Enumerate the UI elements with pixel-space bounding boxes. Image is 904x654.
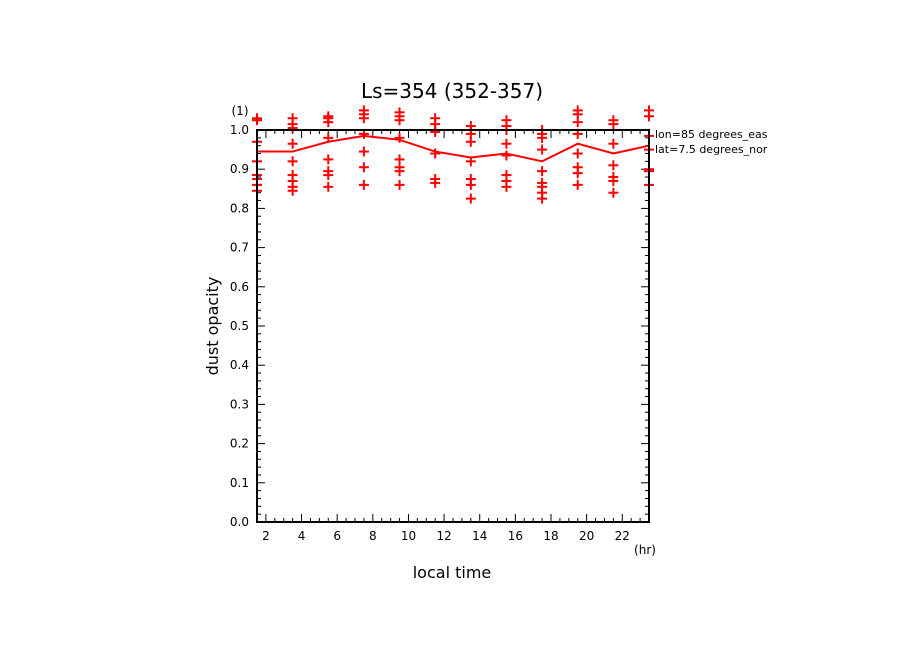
axis-ticks: 0.0 0.1 0.2 0.3 0.4 0.5 0.6 0.7 0.8 0.9 1.0 2 4 6 8 10 1… — [230, 123, 650, 543]
data-point-plus — [358, 162, 369, 173]
data-point-plus — [501, 181, 512, 192]
y-axis-label: dust opacity — [203, 277, 222, 376]
x-tick-label: 16 — [508, 529, 523, 543]
data-point-plus — [465, 193, 476, 204]
data-point-plus — [537, 193, 548, 204]
x-tick-label: 2 — [262, 529, 270, 543]
y-tick-label: 0.0 — [230, 515, 249, 529]
y-tick-label: 0.8 — [230, 201, 249, 215]
x-tick-label: 8 — [369, 529, 377, 543]
y-tick-label: 0.4 — [230, 358, 249, 372]
x-tick-label: 14 — [472, 529, 487, 543]
data-point-plus — [323, 154, 334, 165]
data-point-plus — [358, 146, 369, 157]
y-tick-label: 0.1 — [230, 476, 249, 490]
x-tick-label: 6 — [333, 529, 341, 543]
x-tick-label: 12 — [436, 529, 451, 543]
y-tick-label: 0.3 — [230, 397, 249, 411]
x-unit-label: (hr) — [634, 543, 656, 557]
data-point-plus — [287, 185, 298, 196]
data-point-plus — [608, 119, 619, 130]
data-point-plus — [608, 160, 619, 171]
plot-marks — [252, 105, 654, 204]
annotation-lat: lat=7.5 degrees_nor — [655, 143, 768, 156]
y-tick-label: 0.2 — [230, 437, 249, 451]
data-point-plus — [572, 168, 583, 179]
data-point-plus — [394, 179, 405, 190]
data-point-plus — [465, 156, 476, 167]
data-point-plus — [430, 177, 441, 188]
y-tick-label: 0.5 — [230, 319, 249, 333]
data-point-plus — [394, 166, 405, 177]
y-tick-label: 1.0 — [230, 123, 249, 137]
data-point-plus — [287, 156, 298, 167]
data-point-plus — [323, 132, 334, 143]
data-point-plus — [608, 175, 619, 186]
x-tick-label: 20 — [579, 529, 594, 543]
y-unit-label: (1) — [232, 104, 249, 118]
x-tick-label: 18 — [543, 529, 558, 543]
mean-opacity-line — [257, 134, 650, 163]
data-point-plus — [358, 179, 369, 190]
data-point-plus — [323, 170, 334, 181]
data-point-plus — [323, 117, 334, 128]
x-tick-label: 4 — [298, 529, 306, 543]
data-point-plus — [501, 150, 512, 161]
x-tick-label: 22 — [615, 529, 630, 543]
annotation-lon: lon=85 degrees_eas — [655, 128, 768, 141]
data-point-plus — [465, 179, 476, 190]
x-tick-label: 10 — [401, 529, 416, 543]
y-tick-label: 0.6 — [230, 280, 249, 294]
data-point-plus — [572, 117, 583, 128]
plot-frame — [256, 129, 650, 523]
data-point-plus — [537, 132, 548, 143]
x-axis-label: local time — [413, 563, 492, 582]
data-point-plus — [572, 179, 583, 190]
data-point-plus — [394, 115, 405, 126]
data-point-plus — [608, 187, 619, 198]
data-point-plus — [572, 148, 583, 159]
data-point-plus — [252, 115, 262, 126]
data-point-plus — [287, 123, 298, 134]
data-point-plus — [644, 111, 654, 122]
data-point-plus — [465, 136, 476, 147]
data-point-plus — [323, 181, 334, 192]
data-point-plus — [537, 166, 548, 177]
data-point-plus — [430, 126, 441, 137]
data-point-plus — [501, 138, 512, 149]
data-point-plus — [394, 132, 405, 143]
data-point-plus — [608, 138, 619, 149]
data-point-plus — [287, 138, 298, 149]
chart-title: Ls=354 (352-357) — [361, 79, 543, 103]
data-point-plus — [537, 144, 548, 155]
data-point-plus — [358, 113, 369, 124]
data-point-plus — [430, 148, 441, 159]
y-tick-label: 0.9 — [230, 162, 249, 176]
y-tick-label: 0.7 — [230, 241, 249, 255]
